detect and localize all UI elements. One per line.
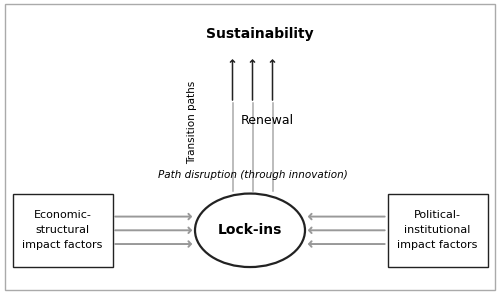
Text: Lock-ins: Lock-ins — [218, 223, 282, 237]
Text: Renewal: Renewal — [241, 113, 294, 126]
Text: Political-
institutional
impact factors: Political- institutional impact factors — [398, 211, 477, 250]
Text: Economic-
structural
impact factors: Economic- structural impact factors — [22, 211, 102, 250]
Text: Transition paths: Transition paths — [188, 81, 198, 164]
Text: Path disruption (through innovation): Path disruption (through innovation) — [158, 171, 348, 181]
Text: Sustainability: Sustainability — [206, 27, 314, 41]
